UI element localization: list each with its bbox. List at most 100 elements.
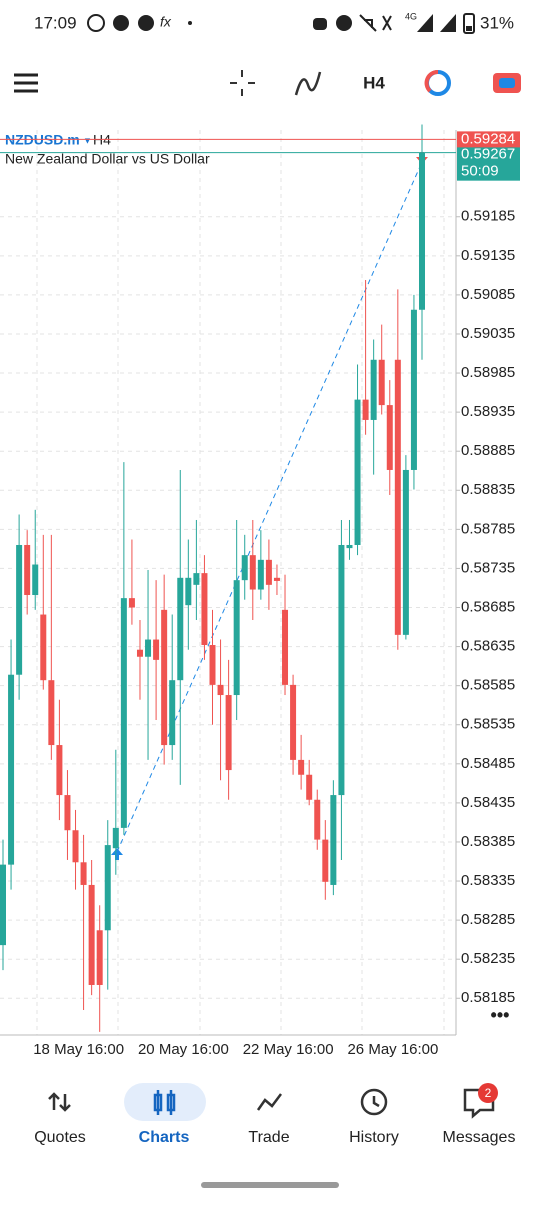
candle-body [48, 680, 55, 746]
candle-body [88, 884, 95, 985]
trade-history-line [116, 161, 423, 853]
ask-label-box [457, 131, 520, 148]
candle-body [32, 564, 39, 596]
y-tick-label: 0.58935 [461, 403, 515, 420]
nav-label[interactable]: Charts [139, 1129, 190, 1146]
candle-body [225, 695, 232, 771]
more-button[interactable]: ••• [491, 1005, 510, 1025]
trade-button[interactable] [424, 70, 451, 96]
battery-level: 31% [480, 13, 514, 32]
candle-body [298, 759, 305, 775]
indicators-button[interactable] [294, 71, 322, 96]
y-tick-label: 0.58285 [461, 911, 515, 928]
nav-label[interactable]: History [349, 1129, 399, 1146]
candle-body [265, 559, 272, 585]
y-tick-label: 0.58435 [461, 794, 515, 811]
candle-body [56, 745, 63, 796]
candle-body [282, 609, 289, 685]
candle-body [169, 680, 176, 746]
candle-body [394, 359, 401, 635]
x-tick-label: 26 May 16:00 [347, 1041, 438, 1058]
candle-body [104, 845, 111, 931]
menu-button[interactable] [14, 73, 38, 93]
y-tick-label: 0.58635 [461, 638, 515, 655]
symbol-dropdown[interactable]: ▼ [83, 135, 92, 145]
candle-body [8, 674, 15, 865]
candle-body [306, 774, 313, 800]
vertical-grid [36, 130, 445, 1035]
y-tick-label: 0.58785 [461, 520, 515, 537]
bottom-nav [0, 1068, 540, 1200]
candle-body [209, 645, 216, 685]
candle-body [128, 598, 135, 608]
svg-text:fx: fx [160, 14, 172, 30]
candle-body [201, 573, 208, 646]
candle-body [257, 559, 264, 590]
status-icons: fx [87, 13, 475, 34]
candle-body [217, 684, 224, 696]
network-type: 4G [405, 11, 417, 21]
y-tick-label: 0.58735 [461, 559, 515, 576]
ask-label: 0.59284 [461, 130, 515, 147]
active-pill [124, 1083, 206, 1121]
message-badge [478, 1083, 498, 1103]
candle-body [370, 359, 377, 420]
candle-body [16, 544, 23, 675]
nav-label[interactable]: Quotes [34, 1129, 86, 1146]
candle-body [72, 830, 79, 863]
y-tick-label: 0.58485 [461, 755, 515, 772]
candle-body [64, 795, 71, 831]
candle-body [410, 309, 417, 470]
candle-body [161, 609, 168, 746]
buy-arrow [111, 848, 123, 860]
y-tick-label: 0.59085 [461, 286, 515, 303]
x-tick-label: 22 May 16:00 [243, 1041, 334, 1058]
y-tick-label: 0.59135 [461, 247, 515, 264]
timeframe-button[interactable]: H4 [363, 73, 385, 92]
candle-body [346, 544, 353, 549]
candle-body [378, 359, 385, 406]
y-tick-label: 0.58385 [461, 833, 515, 850]
candle-body [402, 469, 409, 635]
candle-body [330, 795, 337, 885]
crosshair-button[interactable] [230, 70, 255, 96]
candle-body [40, 614, 47, 681]
y-tick-label: 0.58335 [461, 872, 515, 889]
y-tick-label: 0.58235 [461, 950, 515, 967]
candle-body [233, 580, 240, 696]
x-tick-label: 20 May 16:00 [138, 1041, 229, 1058]
candle-body [145, 639, 152, 657]
candle-body [80, 862, 87, 885]
candle-body [338, 544, 345, 796]
candle-body [290, 684, 297, 760]
candle-body [241, 555, 248, 581]
bid-label-box [457, 145, 520, 181]
candle-body [24, 544, 31, 596]
candle-body [386, 405, 393, 470]
candle-body [177, 577, 184, 681]
x-tick-label: 18 May 16:00 [33, 1041, 124, 1058]
bid-label: 0.59267 [461, 146, 515, 163]
candle-body [314, 799, 321, 840]
symbol-description: New Zealand Dollar vs US Dollar [5, 151, 210, 167]
candle-body [419, 152, 425, 310]
y-tick-label: 0.58835 [461, 481, 515, 498]
candle-body [120, 598, 127, 828]
y-tick-label: 0.59185 [461, 208, 515, 225]
y-tick-label: 0.58535 [461, 716, 515, 733]
nav-label[interactable]: Trade [248, 1129, 289, 1146]
candle-body [273, 577, 280, 581]
account-button[interactable] [493, 73, 521, 93]
candle-body [153, 639, 160, 660]
nav-label[interactable]: Messages [443, 1129, 516, 1146]
plot-area [0, 130, 456, 1035]
y-tick-label: 0.58185 [461, 989, 515, 1006]
y-tick-label: 0.58985 [461, 364, 515, 381]
candle-body [96, 930, 103, 985]
candle-body [322, 839, 329, 882]
bar-countdown: 50:09 [461, 163, 499, 180]
candle-body [354, 399, 361, 545]
candle-body [112, 827, 119, 849]
